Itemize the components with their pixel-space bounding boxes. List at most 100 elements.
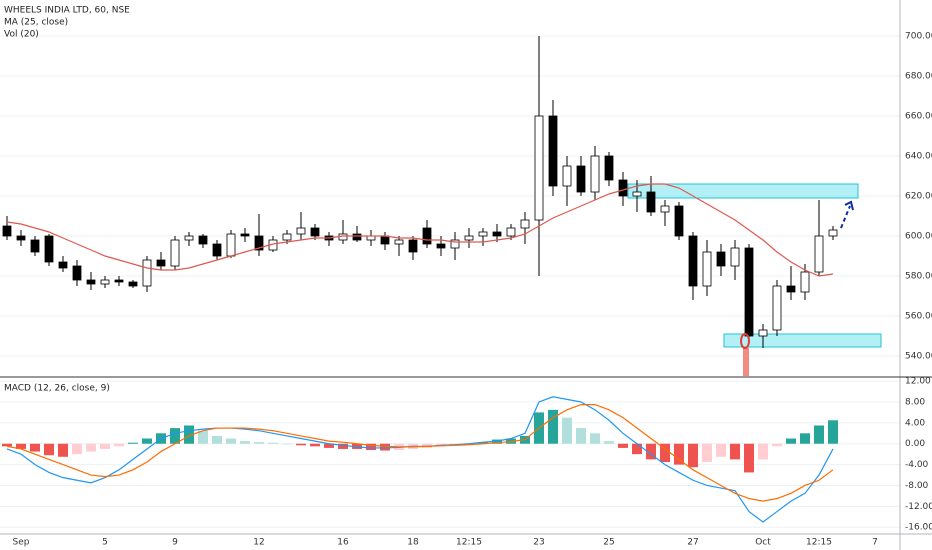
histogram-bar xyxy=(198,430,208,444)
resistance-zone xyxy=(627,183,859,199)
x-tick-label: 7 xyxy=(872,538,878,548)
candle-body xyxy=(170,239,180,267)
candle-body xyxy=(310,227,320,237)
candle-body xyxy=(86,279,96,285)
candle-body xyxy=(632,191,642,197)
y-tick-label: -8.00 xyxy=(905,481,929,491)
candle-body xyxy=(254,235,264,251)
candle-body xyxy=(226,233,236,257)
x-tick-label: 16 xyxy=(337,538,349,548)
y-tick-label: 640.00 xyxy=(905,152,932,162)
histogram-bar xyxy=(772,443,782,447)
plot xyxy=(2,36,838,523)
candle-body xyxy=(786,285,796,293)
histogram-bar xyxy=(758,443,768,460)
circle-annotation xyxy=(740,333,750,349)
candle-body xyxy=(548,115,558,187)
y-tick-label: 4.00 xyxy=(905,418,925,428)
arrow-head xyxy=(844,200,854,211)
histogram-bar xyxy=(478,442,488,444)
candle-body xyxy=(506,227,516,237)
candle-body xyxy=(436,243,446,249)
y-tick-label: 8.00 xyxy=(905,398,925,408)
candle-body xyxy=(716,251,726,267)
candle-body xyxy=(688,235,698,287)
x-tick-label: 12:15 xyxy=(456,538,482,548)
x-tick-label: 12:15 xyxy=(806,538,832,548)
candle-body xyxy=(2,225,12,237)
x-tick-label: Oct xyxy=(755,538,771,548)
histogram-bar xyxy=(604,441,614,444)
y-tick-label: 12.00 xyxy=(905,377,931,387)
histogram-bar xyxy=(72,443,82,455)
histogram-bar xyxy=(576,428,586,444)
histogram-bar xyxy=(16,443,26,449)
candle-body xyxy=(520,219,530,229)
histogram-bar xyxy=(688,443,698,468)
candle-body xyxy=(16,235,26,241)
histogram-bar xyxy=(618,443,628,448)
y-tick-label: 560.00 xyxy=(905,312,932,322)
candle-body xyxy=(604,155,614,181)
macd-line xyxy=(6,404,834,502)
candle-body xyxy=(590,155,600,193)
y-tick-label: -16.00 xyxy=(905,523,932,533)
ma-legend: MA (25, close) xyxy=(4,18,68,28)
histogram-bar xyxy=(730,443,740,460)
candle-body xyxy=(744,247,754,337)
histogram-bar xyxy=(128,442,138,444)
ma-line xyxy=(6,183,834,277)
candle-body xyxy=(142,259,152,287)
y-tick-label: 660.00 xyxy=(905,112,932,122)
candle-body xyxy=(156,259,166,267)
candle-body xyxy=(534,115,544,221)
histogram-bar xyxy=(282,443,292,445)
histogram-bar xyxy=(744,443,754,473)
y-tick-label: 620.00 xyxy=(905,192,932,202)
candle-body xyxy=(478,231,488,237)
x-tick-label: 27 xyxy=(687,538,698,548)
candle-body xyxy=(198,235,208,245)
histogram-bar xyxy=(590,433,600,444)
candle-body xyxy=(464,235,474,241)
candle-body xyxy=(184,235,194,241)
macd-legend: MACD (12, 26, close, 9) xyxy=(4,384,110,394)
histogram-bar xyxy=(632,443,642,455)
y-tick-label: 540.00 xyxy=(905,352,932,362)
candle-body xyxy=(814,235,824,273)
candle-body xyxy=(828,229,838,237)
x-tick-label: 18 xyxy=(407,538,419,548)
histogram-bar xyxy=(366,443,376,450)
histogram-bar xyxy=(800,433,810,444)
histogram-bar xyxy=(310,443,320,447)
candle-body xyxy=(296,227,306,235)
histogram-bar xyxy=(268,442,278,444)
candle-body xyxy=(618,179,628,197)
candle-body xyxy=(758,329,768,337)
histogram-bar xyxy=(44,443,54,456)
histogram-bar xyxy=(324,443,334,448)
histogram-bar xyxy=(562,417,572,444)
histogram-bar xyxy=(338,443,348,449)
candle-body xyxy=(30,239,40,253)
histogram-bar xyxy=(674,443,684,465)
x-tick-label: 12 xyxy=(253,538,264,548)
histogram-bar xyxy=(226,438,236,444)
candle-body xyxy=(128,281,138,287)
candle-body xyxy=(730,247,740,267)
histogram-bar xyxy=(30,443,40,452)
candle-body xyxy=(646,191,656,213)
histogram-bar xyxy=(814,425,824,444)
candle-body xyxy=(674,205,684,237)
candle-body xyxy=(352,233,362,241)
candle-body xyxy=(212,243,222,257)
candle-body xyxy=(72,265,82,281)
histogram-bar xyxy=(86,443,96,452)
x-tick-label: 23 xyxy=(533,538,544,548)
x-tick-label: 9 xyxy=(172,538,178,548)
y-tick-label: -12.00 xyxy=(905,502,932,512)
histogram-bar xyxy=(548,409,558,444)
x-tick-label: 5 xyxy=(102,538,108,548)
y-tick-label: 700.00 xyxy=(905,32,932,42)
